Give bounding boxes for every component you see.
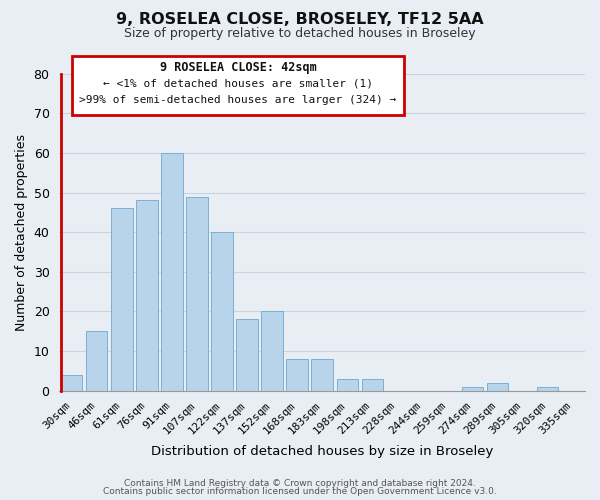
Bar [311, 359, 333, 390]
Y-axis label: Number of detached properties: Number of detached properties [15, 134, 28, 330]
Bar [211, 232, 233, 390]
Text: ← <1% of detached houses are smaller (1): ← <1% of detached houses are smaller (1) [103, 78, 373, 88]
Bar [362, 379, 383, 390]
Bar [262, 312, 283, 390]
Text: Size of property relative to detached houses in Broseley: Size of property relative to detached ho… [124, 28, 476, 40]
Bar [136, 200, 158, 390]
Text: 9 ROSELEA CLOSE: 42sqm: 9 ROSELEA CLOSE: 42sqm [160, 61, 316, 74]
Bar [487, 383, 508, 390]
Bar [161, 153, 182, 390]
X-axis label: Distribution of detached houses by size in Broseley: Distribution of detached houses by size … [151, 444, 493, 458]
Bar [61, 375, 82, 390]
Text: Contains HM Land Registry data © Crown copyright and database right 2024.: Contains HM Land Registry data © Crown c… [124, 478, 476, 488]
Bar [462, 387, 483, 390]
Bar [236, 320, 257, 390]
Bar [286, 359, 308, 390]
Text: Contains public sector information licensed under the Open Government Licence v3: Contains public sector information licen… [103, 487, 497, 496]
Bar [86, 332, 107, 390]
Bar [337, 379, 358, 390]
Bar [537, 387, 558, 390]
Bar [187, 196, 208, 390]
FancyBboxPatch shape [73, 56, 404, 115]
Text: 9, ROSELEA CLOSE, BROSELEY, TF12 5AA: 9, ROSELEA CLOSE, BROSELEY, TF12 5AA [116, 12, 484, 28]
Bar [111, 208, 133, 390]
Text: >99% of semi-detached houses are larger (324) →: >99% of semi-detached houses are larger … [79, 95, 397, 105]
